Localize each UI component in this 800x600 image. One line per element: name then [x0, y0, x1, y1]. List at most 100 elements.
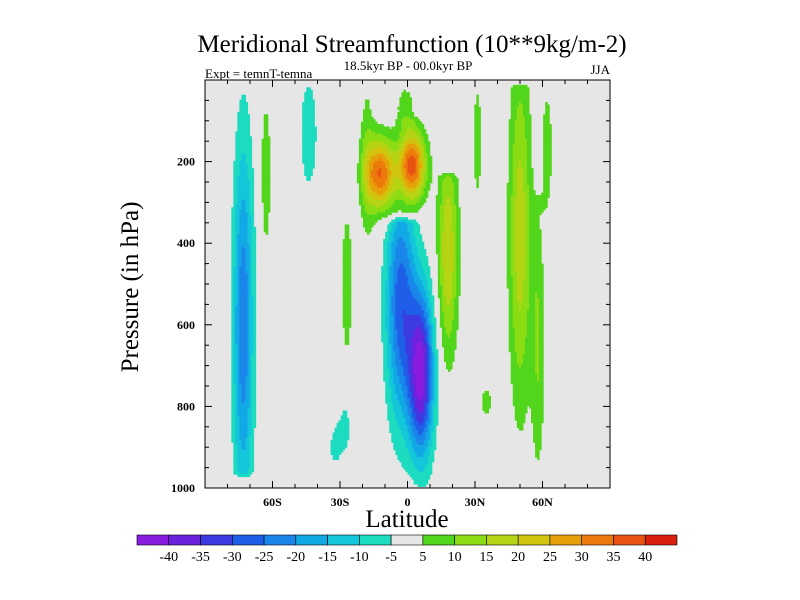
- contour-cell: [409, 346, 413, 350]
- contour-cell: [409, 408, 413, 411]
- contour-cell: [358, 158, 362, 162]
- contour-cell: [247, 447, 251, 451]
- contour-cell: [239, 153, 242, 157]
- contour-cell: [389, 141, 392, 145]
- contour-cell: [267, 153, 271, 157]
- contour-cell: [310, 148, 313, 152]
- contour-cell: [265, 207, 269, 211]
- contour-cell: [381, 312, 384, 316]
- contour-cell: [360, 177, 364, 181]
- contour-cell: [409, 126, 413, 130]
- contour-cell: [233, 297, 236, 301]
- contour-cell: [407, 456, 411, 460]
- contour-cell: [344, 270, 348, 274]
- contour-cell: [249, 273, 253, 277]
- contour-cell: [409, 302, 413, 306]
- contour-cell: [249, 224, 253, 228]
- contour-cell: [383, 317, 386, 321]
- contour-cell: [393, 231, 396, 235]
- contour-cell: [364, 119, 368, 123]
- contour-cell: [237, 197, 240, 201]
- contour-cell: [401, 246, 404, 250]
- contour-cell: [399, 292, 402, 296]
- contour-cell: [235, 278, 238, 282]
- contour-cell: [377, 199, 380, 203]
- contour-cell: [387, 327, 390, 331]
- contour-cell: [405, 256, 408, 260]
- contour-cell: [401, 425, 404, 429]
- contour-cell: [379, 141, 382, 145]
- contour-cell: [241, 310, 244, 314]
- contour-cell: [342, 244, 346, 247]
- contour-cell: [235, 131, 238, 135]
- contour-cell: [251, 461, 255, 465]
- contour-cell: [395, 297, 398, 301]
- contour-cell: [360, 168, 364, 172]
- contour-cell: [241, 190, 244, 194]
- contour-cell: [249, 241, 253, 245]
- contour-cell: [306, 170, 309, 174]
- contour-cell: [263, 173, 267, 176]
- contour-cell: [403, 180, 406, 184]
- contour-cell: [249, 376, 253, 380]
- contour-cell: [391, 283, 394, 287]
- contour-cell: [243, 261, 247, 265]
- contour-cell: [413, 207, 417, 211]
- contour-cell: [348, 273, 352, 277]
- contour-cell: [237, 258, 240, 262]
- contour-cell: [243, 192, 247, 196]
- contour-cell: [247, 322, 251, 326]
- contour-cell: [233, 444, 236, 448]
- contour-cell: [362, 133, 366, 137]
- contour-cell: [369, 219, 372, 223]
- contour-cell: [407, 329, 411, 333]
- contour-cell: [385, 371, 388, 375]
- contour-cell: [383, 190, 386, 194]
- contour-cell: [413, 393, 417, 397]
- contour-cell: [407, 390, 411, 394]
- contour-cell: [407, 403, 411, 407]
- contour-cell: [340, 434, 344, 438]
- contour-cell: [265, 146, 269, 150]
- contour-cell: [304, 133, 307, 137]
- contour-cell: [235, 197, 238, 201]
- contour-cell: [237, 248, 240, 252]
- contour-cell: [239, 146, 242, 150]
- contour-cell: [387, 307, 390, 311]
- contour-cell: [342, 437, 346, 441]
- contour-cell: [397, 153, 400, 157]
- contour-cell: [334, 454, 338, 458]
- contour-cell: [237, 138, 240, 142]
- contour-cell: [253, 332, 257, 336]
- contour-cell: [403, 315, 406, 318]
- contour-cell: [362, 168, 366, 172]
- contour-cell: [393, 390, 396, 394]
- contour-cell: [253, 381, 257, 385]
- contour-cell: [405, 386, 408, 389]
- contour-cell: [243, 319, 247, 323]
- contour-cell: [383, 300, 386, 304]
- contour-cell: [237, 430, 240, 434]
- contour-cell: [247, 173, 251, 176]
- contour-cell: [395, 351, 398, 355]
- contour-cell: [399, 381, 402, 385]
- contour-cell: [261, 197, 265, 201]
- contour-cell: [389, 136, 392, 140]
- contour-cell: [249, 400, 253, 404]
- contour-cell: [233, 268, 236, 272]
- contour-cell: [360, 170, 364, 174]
- contour-cell: [249, 454, 253, 458]
- contour-cell: [411, 244, 415, 247]
- contour-cell: [358, 165, 362, 169]
- contour-cell: [395, 190, 398, 194]
- contour-cell: [373, 180, 376, 184]
- contour-cell: [245, 359, 249, 363]
- contour-cell: [362, 212, 366, 216]
- contour-cell: [243, 337, 247, 340]
- contour-cell: [385, 383, 388, 387]
- contour-cell: [362, 209, 366, 213]
- contour-cell: [235, 322, 238, 326]
- contour-cell: [409, 351, 413, 355]
- contour-cell: [306, 89, 309, 93]
- contour-cell: [371, 185, 374, 189]
